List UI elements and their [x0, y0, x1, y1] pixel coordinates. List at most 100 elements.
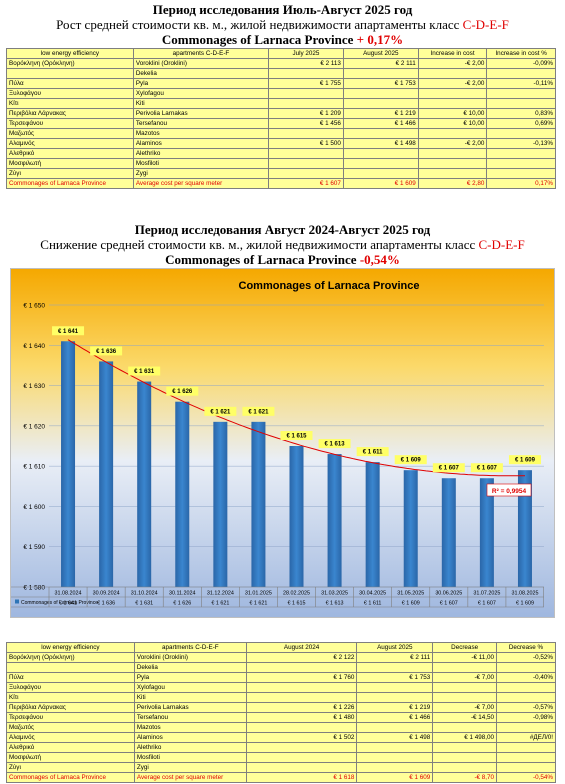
table-row: Αλεθρικό Alethriko [6, 742, 556, 753]
table-cell: € 1 753 [342, 78, 419, 89]
x-category-label: 30.04.2025 [359, 591, 386, 597]
table-cell: -0,98% [496, 712, 556, 723]
data-label-bg [394, 455, 427, 465]
data-label: € 1 626 [172, 389, 193, 395]
table-cell: Pyla [133, 672, 247, 683]
r-squared-label: R² = 0,9954 [492, 488, 527, 495]
table-row: Dekelia [6, 662, 556, 673]
table-cell: -0,40% [496, 672, 556, 683]
period-header-1: Период исследования Июль-Август 2025 год… [0, 2, 565, 47]
dt-value: € 1 609 [516, 601, 534, 607]
table-cell [486, 168, 556, 179]
table-row: Κίτι Kiti [6, 98, 556, 109]
table-cell: € 1 219 [342, 108, 419, 119]
data-label: € 1 613 [325, 442, 346, 448]
dt-value: € 1 636 [97, 601, 115, 607]
table-cell [268, 168, 344, 179]
data-label-bg [432, 463, 465, 473]
data-label-bg [52, 326, 85, 336]
table-cell [356, 682, 434, 693]
table-cell: € 2 111 [342, 58, 419, 69]
table-cell: Ζύγι [6, 168, 134, 179]
period-title-1: Период исследования Июль-Август 2025 год [152, 2, 413, 17]
bar [61, 341, 76, 587]
table-cell [496, 762, 556, 773]
table-row: Μοσφιλωτή Mosfiloti [6, 158, 556, 169]
data-label-bg [204, 406, 237, 416]
table-cell: € 1 498 [356, 732, 434, 743]
dt-value: € 1 621 [211, 601, 229, 607]
data-label: € 1 636 [96, 349, 117, 355]
legend-series-name: Commonages of Larnaca Province [21, 600, 98, 606]
table-cell: Perivolia Larnakas [133, 702, 247, 713]
table-cell: -€ 2,00 [417, 58, 488, 69]
table-cell [268, 158, 344, 169]
table-cell [342, 128, 419, 139]
table-cell [356, 662, 434, 673]
table-cell: 0,17% [486, 178, 556, 189]
table-cell: € 1 753 [356, 672, 434, 683]
table-cell: -0,57% [496, 702, 556, 713]
table-cell: July 2025 [268, 48, 344, 59]
data-label-bg [90, 346, 123, 356]
table-cell: € 1 456 [268, 118, 344, 129]
data-label: € 1 641 [58, 329, 79, 335]
data-label: € 1 607 [439, 466, 460, 472]
subtitle-1-class: C-D-E-F [462, 17, 509, 32]
data-label-bg [166, 386, 199, 396]
table-cell [342, 88, 419, 99]
x-category-label: 31.05.2025 [397, 591, 424, 597]
table-cell: € 1 609 [342, 178, 419, 189]
table-cell [486, 68, 556, 79]
table-cell: € 1 755 [268, 78, 344, 89]
table-cell [342, 68, 419, 79]
table-cell [342, 148, 419, 159]
chart-data-table: Commonages of Larnaca Province 31.08.2024… [11, 586, 544, 608]
table-cell: low energy efficiency [6, 48, 134, 59]
data-label: € 1 609 [401, 458, 422, 464]
table-cell: Tersefanou [132, 118, 270, 129]
table-cell: Κίτι [6, 692, 135, 703]
table-cell: #ДЕЛ/0! [496, 732, 556, 743]
table-cell [432, 662, 498, 673]
x-category-label: 31.08.2025 [511, 591, 538, 597]
table-row: Περιβόλια Λάρνακας Perivolia Larnakas € 1 … [6, 108, 556, 119]
table-cell: -€ 7,00 [432, 672, 498, 683]
table-cell: Ξυλοφάγου [6, 682, 135, 693]
table-cell [432, 762, 498, 773]
table-cell: Kiti [133, 692, 247, 703]
bar [289, 446, 304, 587]
table-cell: -0,13% [486, 138, 556, 149]
table-cell: Μαζωτός [6, 722, 135, 733]
table-cell: € 1 209 [268, 108, 344, 119]
table-cell: -€ 2,00 [417, 78, 488, 89]
table-row: Τερσεφάνου Tersefanou € 1 480 € 1 466 -€ 14,… [6, 712, 556, 723]
period-subtitle-1: Рост средней стоимости кв. м., жилой нед… [0, 17, 565, 32]
bar [99, 361, 114, 587]
table-header-row: low energy efficiency apartments C-D-E-F J… [6, 48, 556, 59]
period-region-2: Commonages of Larnaca Province -0,54% [0, 252, 565, 267]
x-category-label: 30.11.2024 [169, 591, 196, 597]
x-category-label: 31.10.2024 [131, 591, 158, 597]
table-cell: Perivolia Larnakas [132, 108, 270, 119]
table-cell [245, 742, 358, 753]
table-row: Πύλα Pyla € 1 760 € 1 753 -€ 7,00 -0,40% [6, 672, 556, 683]
table-cell: -0,52% [496, 652, 556, 663]
chart-bars [61, 341, 532, 587]
table-cell [432, 742, 498, 753]
y-tick-label: € 1 590 [23, 544, 45, 551]
table-cell [486, 88, 556, 99]
table-row: Ξυλοφάγου Xylofagou [6, 682, 556, 693]
table-cell: Commonages of Larnaca Province [6, 772, 135, 783]
table-cell: € 1 226 [245, 702, 358, 713]
table-cell: € 1 466 [356, 712, 434, 723]
table-cell: Βορόκληνη (Ορόκληνη) [6, 58, 134, 69]
table-cell: Τερσεφάνου [6, 118, 134, 129]
y-tick-label: € 1 600 [23, 504, 45, 511]
x-category-label: 30.09.2024 [93, 591, 120, 597]
table-cell: -€ 11,00 [432, 652, 498, 663]
table-cell: -0,11% [486, 78, 556, 89]
x-category-label: 30.06.2025 [435, 591, 462, 597]
table-header-row: low energy efficiency apartments C-D-E-F A… [6, 642, 556, 653]
table-cell: € 1 618 [245, 772, 358, 783]
